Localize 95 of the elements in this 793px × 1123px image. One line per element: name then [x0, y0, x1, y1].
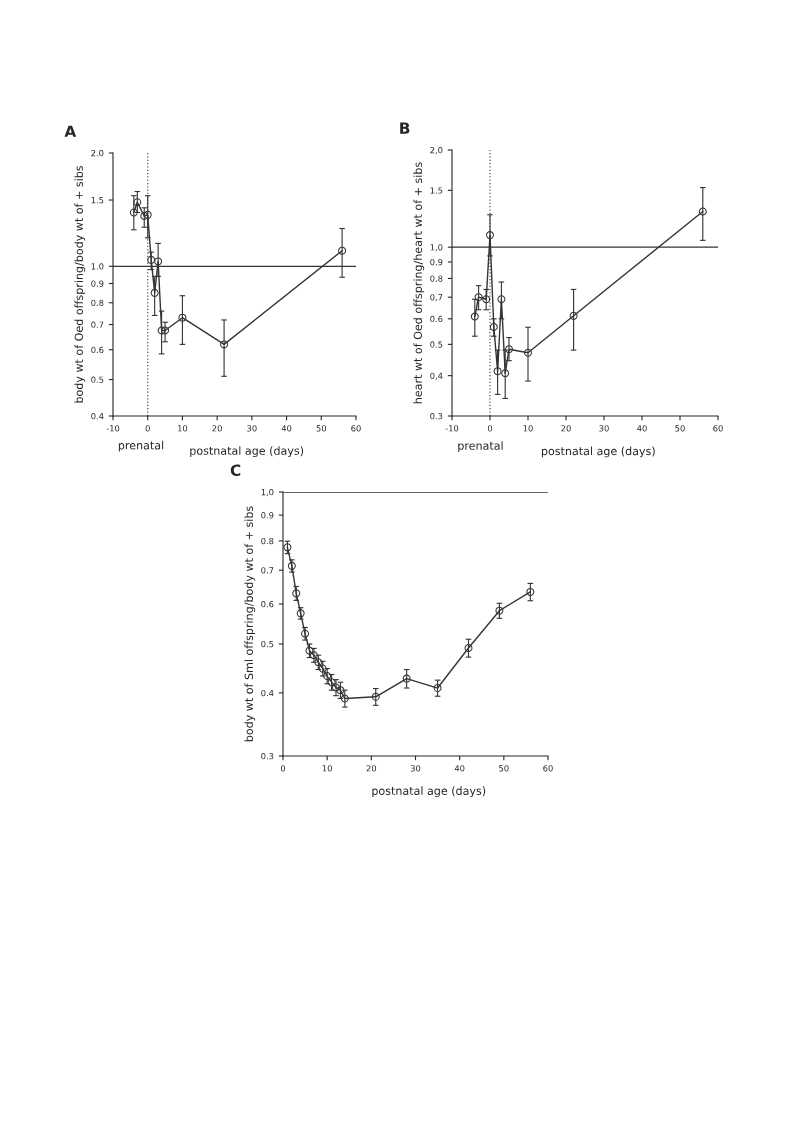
y-tick-label: 0.4 — [261, 689, 274, 697]
y-tick-label: 0.8 — [430, 275, 443, 282]
y-tick-label: 0.8 — [261, 537, 274, 545]
point — [150, 288, 159, 297]
y-tick-label: 2,0 — [430, 146, 443, 155]
x-tick-label: 60 — [351, 425, 361, 432]
y-tick-label: 0.6 — [91, 346, 104, 354]
y-tick-label: 0.5 — [430, 341, 443, 348]
x-tick-label: 30 — [410, 765, 421, 772]
chart-title: B — [400, 122, 410, 134]
x-tick-label: 40 — [281, 425, 292, 432]
point — [501, 369, 510, 378]
point — [482, 295, 491, 304]
x-tick-label: 20 — [561, 425, 571, 432]
point — [220, 340, 229, 349]
point — [336, 686, 345, 695]
point — [327, 678, 336, 687]
point — [314, 658, 323, 667]
x-tick-label: 60 — [713, 425, 723, 432]
point — [147, 255, 156, 264]
x-axis-title: postnatal age (days) — [372, 786, 486, 798]
y-tick-label: 1,0 — [430, 244, 443, 252]
point — [178, 313, 187, 322]
point — [371, 692, 380, 701]
x-tick-label: 50 — [499, 765, 509, 772]
y-tick-label: 0.6 — [430, 315, 443, 323]
x-tick-label: 30 — [599, 425, 609, 432]
x-tick-label: 0 — [145, 425, 150, 432]
point — [569, 311, 578, 320]
point — [301, 629, 310, 638]
x-axis-title: postnatal age (days) — [541, 446, 655, 458]
y-tick-label: 2.0 — [91, 149, 104, 157]
y-tick-label: 0.5 — [91, 376, 104, 383]
x-tick-label: 30 — [247, 425, 257, 432]
x-tick-label: 20 — [366, 765, 377, 772]
point — [433, 684, 442, 693]
point — [526, 587, 535, 596]
point — [495, 606, 504, 615]
y-tick-label: 0.8 — [91, 299, 104, 307]
y-tick-label: 1.5 — [430, 187, 443, 194]
y-tick-label: 0.7 — [91, 321, 104, 328]
x-tick-label: 10 — [322, 765, 332, 772]
point — [283, 543, 292, 552]
point — [489, 323, 498, 331]
point — [493, 367, 502, 376]
x-tick-label: -10 — [106, 425, 120, 432]
y-axis-title: heart wt of Oed offspring/heart wt of + sibs — [413, 162, 425, 404]
point — [698, 207, 707, 216]
y-tick-label: 0.5 — [261, 640, 274, 648]
y-tick-label: 1,0 — [261, 488, 274, 497]
point — [402, 674, 411, 683]
x-tick-label: 60 — [543, 765, 553, 772]
point — [140, 212, 149, 221]
chart-title: A — [64, 125, 77, 137]
x-tick-label: 10 — [523, 425, 533, 432]
y-tick-label: 1.0 — [91, 263, 104, 270]
y-tick-label: 0.6 — [261, 600, 274, 608]
text: prenatal — [118, 440, 164, 452]
point — [464, 643, 473, 652]
y-tick-label: 0.9 — [261, 512, 274, 519]
y-tick-label: 0.3 — [430, 412, 443, 420]
x-tick-label: 10 — [178, 425, 188, 432]
x-tick-label: 40 — [454, 765, 465, 772]
y-tick-label: 0.9 — [430, 258, 443, 266]
point — [332, 683, 340, 692]
text: prenatal — [458, 441, 503, 452]
point — [524, 348, 532, 357]
point — [305, 646, 314, 655]
y-tick-label: 0,4 — [430, 372, 443, 380]
point — [287, 561, 296, 570]
y-tick-label: 1.5 — [91, 197, 104, 204]
point — [505, 345, 513, 354]
x-tick-label: 50 — [316, 425, 327, 432]
y-axis-title: body wt of Sml offspring/body wt of + sibs — [244, 506, 256, 742]
chart-title: C — [230, 464, 241, 476]
x-tick-label: 0 — [280, 765, 286, 772]
point — [154, 257, 163, 266]
point — [338, 246, 347, 255]
point — [161, 326, 170, 335]
point — [497, 295, 506, 304]
y-axis-title: body wt of Oed offspring/body wt of + sibs — [74, 165, 86, 403]
point — [157, 326, 166, 335]
y-tick-label: 0,7 — [430, 294, 443, 302]
x-tick-label: 0 — [487, 425, 493, 432]
x-axis-title: postnatal age (days) — [190, 446, 304, 457]
point — [292, 589, 301, 598]
x-tick-label: -10 — [445, 425, 459, 432]
y-tick-label: 0.9 — [91, 280, 104, 287]
x-tick-label: 40 — [637, 425, 647, 432]
x-tick-label: 50 — [675, 425, 685, 432]
x-tick-label: 20 — [212, 425, 222, 432]
y-tick-label: 0.7 — [261, 567, 274, 574]
point — [486, 231, 494, 240]
y-tick-label: 0.3 — [261, 752, 274, 760]
y-tick-label: 0.4 — [91, 412, 104, 420]
